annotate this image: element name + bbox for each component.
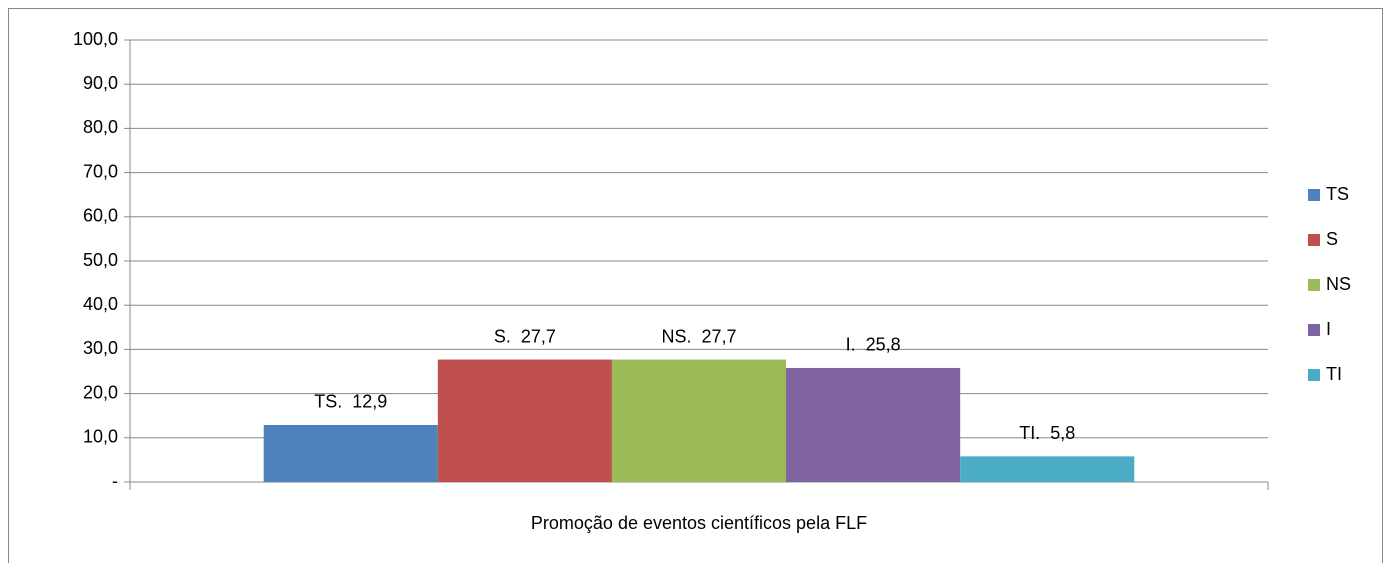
y-tick-label: 100,0 [73,29,118,49]
data-label: S. 27,7 [494,326,556,346]
y-tick-label: 80,0 [83,117,118,137]
legend-swatch [1308,189,1320,201]
legend-swatch [1308,234,1320,246]
data-label: I. 25,8 [846,335,901,355]
legend-label: TS [1326,184,1349,204]
x-tick-label: Promoção de eventos científicos pela FLF [531,513,867,533]
y-tick-label: 60,0 [83,206,118,226]
bar [611,359,787,482]
y-tick-label: 70,0 [83,161,118,181]
y-tick-label: 40,0 [83,294,118,314]
bar [960,456,1135,482]
bar [786,367,961,482]
data-label: TI. 5,8 [1019,423,1075,443]
legend-swatch [1308,324,1320,336]
bar [263,424,438,482]
y-tick-label: 20,0 [83,382,118,402]
legend-label: TI [1326,364,1342,384]
legend-swatch [1308,279,1320,291]
data-label: TS. 12,9 [314,392,387,412]
legend-label: I [1326,319,1331,339]
y-tick-label: 90,0 [83,73,118,93]
bar [437,359,612,482]
y-tick-label: 50,0 [83,250,118,270]
y-tick-label: 30,0 [83,338,118,358]
legend-label: NS [1326,274,1351,294]
legend-label: S [1326,229,1338,249]
y-tick-label: - [112,471,118,491]
y-tick-label: 10,0 [83,427,118,447]
legend-swatch [1308,369,1320,381]
data-label: NS. 27,7 [661,326,736,346]
